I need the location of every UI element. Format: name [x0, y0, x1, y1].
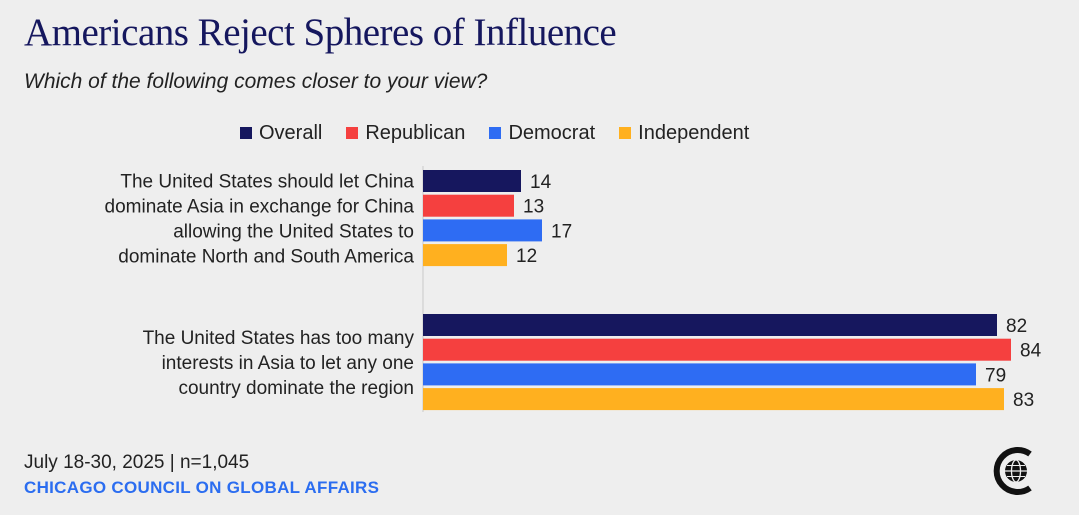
data-label: 17	[551, 221, 572, 242]
category-label-line: dominate North and South America	[118, 247, 414, 268]
survey-date-sample: July 18-30, 2025 | n=1,045	[24, 452, 250, 473]
organization-name: CHICAGO COUNCIL ON GLOBAL AFFAIRS	[24, 478, 380, 497]
legend-swatch	[346, 127, 359, 139]
bar-democrat	[423, 219, 542, 242]
bar-republican	[423, 338, 1011, 361]
legend-swatch	[489, 127, 502, 139]
data-label: 13	[523, 197, 544, 218]
bar-republican	[423, 194, 514, 217]
bar-independent	[423, 244, 507, 267]
category-label-line: The United States should let China	[120, 172, 414, 193]
data-label: 82	[1006, 316, 1027, 337]
chart-subtitle: Which of the following comes closer to y…	[24, 70, 488, 93]
bar-overall	[423, 170, 521, 192]
data-label: 12	[516, 246, 537, 267]
legend-item-republican: Republican	[346, 122, 465, 145]
category-label-line: The United States has too many	[143, 328, 415, 349]
bar-overall	[423, 314, 997, 336]
legend-label: Independent	[638, 121, 750, 144]
legend-label: Overall	[259, 121, 323, 144]
chart-legend: Overall Republican Democrat Independent	[240, 120, 773, 146]
legend-item-overall: Overall	[240, 122, 322, 145]
bar-independent	[423, 388, 1004, 411]
category-label-line: dominate Asia in exchange for China	[105, 197, 415, 218]
data-label: 84	[1020, 341, 1042, 362]
bar-democrat	[423, 363, 976, 386]
data-label: 83	[1013, 390, 1034, 411]
legend-item-democrat: Democrat	[489, 122, 595, 145]
legend-label: Democrat	[508, 121, 596, 144]
legend-item-independent: Independent	[619, 122, 749, 145]
category-label-line: allowing the United States to	[173, 222, 414, 243]
legend-swatch	[240, 127, 252, 139]
chicago-council-globe-logo-icon	[993, 447, 1032, 495]
data-label: 14	[530, 172, 552, 193]
data-label: 79	[985, 365, 1006, 386]
legend-label: Republican	[365, 121, 466, 144]
chart-title: Americans Reject Spheres of Influence	[24, 11, 617, 54]
legend-swatch	[619, 127, 632, 139]
bar-chart: The United States should let China domina…	[105, 166, 1042, 412]
category-label-line: interests in Asia to let any one	[162, 353, 414, 374]
category-label-line: country dominate the region	[178, 378, 414, 399]
